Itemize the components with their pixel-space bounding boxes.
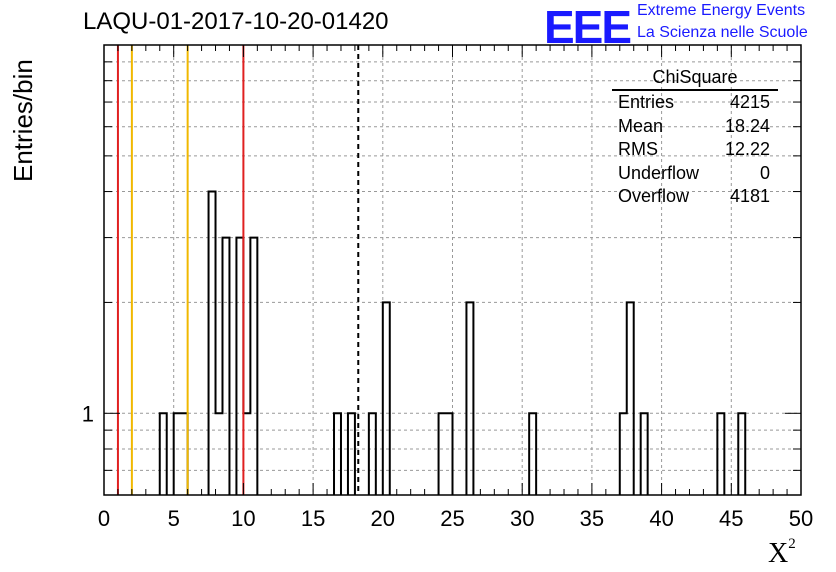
histogram-bin bbox=[466, 302, 473, 495]
histogram-title: LAQU-01-2017-10-20-01420 bbox=[83, 8, 389, 35]
histogram-bin bbox=[529, 413, 536, 495]
histogram-bin bbox=[446, 413, 453, 495]
stats-label: Mean bbox=[618, 115, 664, 136]
histogram-bin bbox=[717, 413, 724, 495]
histogram-bin bbox=[627, 302, 634, 495]
stats-value: 12.22 bbox=[724, 139, 770, 159]
y-tick-label: 1 bbox=[82, 401, 94, 426]
stats-label: Overflow bbox=[618, 186, 690, 206]
x-axis-label-base: X bbox=[768, 538, 789, 569]
logo-line-1: Extreme Energy Events bbox=[637, 2, 806, 19]
stats-label: Entries bbox=[618, 92, 675, 112]
histogram-bin bbox=[174, 413, 181, 495]
histogram-bin bbox=[383, 302, 390, 495]
x-tick-label: 30 bbox=[510, 506, 534, 531]
histogram-bin bbox=[243, 413, 250, 495]
histogram-bin bbox=[181, 413, 188, 495]
x-tick-label: 0 bbox=[98, 506, 110, 531]
histogram-bin bbox=[439, 413, 446, 495]
stats-rows: Entries 4215 Mean 18.24 RMS 12.22 Underflow 0 Ov… bbox=[610, 91, 778, 209]
histogram-bin bbox=[620, 413, 627, 495]
x-tick-label: 35 bbox=[580, 506, 604, 531]
stats-row-overflow: Overflow 4181 bbox=[610, 185, 778, 209]
stats-label: Underflow bbox=[618, 162, 700, 183]
x-tick-label: 50 bbox=[789, 506, 813, 531]
x-tick-label: 5 bbox=[168, 506, 180, 531]
histogram-bin bbox=[348, 413, 355, 495]
histogram-bin bbox=[369, 413, 376, 495]
stats-row-underflow: Underflow 0 bbox=[610, 162, 778, 186]
histogram-bin bbox=[641, 413, 648, 495]
stats-value: 18.24 bbox=[724, 115, 770, 136]
logo-line-2: La Scienza nelle Scuole bbox=[637, 24, 808, 41]
histogram-bin bbox=[222, 238, 229, 495]
x-tick-label: 20 bbox=[371, 506, 395, 531]
x-axis-label-superscript: 2 bbox=[788, 536, 796, 552]
stats-label: RMS bbox=[618, 139, 658, 159]
x-tick-label: 15 bbox=[301, 506, 325, 531]
x-tick-label: 25 bbox=[440, 506, 464, 531]
histogram-bin bbox=[738, 413, 745, 495]
x-axis-label: X2 bbox=[768, 536, 796, 570]
stats-box: ChiSquare Entries 4215 Mean 18.24 RMS 12.22 Un… bbox=[610, 67, 778, 209]
stats-row-rms: RMS 12.22 bbox=[610, 138, 778, 162]
stats-value: 0 bbox=[759, 162, 770, 183]
histogram-bin bbox=[236, 238, 243, 495]
x-tick-label: 10 bbox=[231, 506, 255, 531]
histogram-outline bbox=[158, 190, 747, 495]
histogram-bin bbox=[334, 413, 341, 495]
stats-row-entries: Entries 4215 bbox=[610, 91, 778, 115]
stats-row-mean: Mean 18.24 bbox=[610, 115, 778, 139]
x-tick-label: 45 bbox=[719, 506, 743, 531]
histogram-bin bbox=[250, 238, 257, 495]
stats-value: 4215 bbox=[729, 92, 770, 112]
histogram-bin bbox=[160, 413, 167, 495]
x-tick-label: 40 bbox=[649, 506, 673, 531]
stats-title: ChiSquare bbox=[612, 67, 778, 91]
stats-value: 4181 bbox=[729, 186, 770, 206]
histogram-bin bbox=[216, 413, 223, 495]
